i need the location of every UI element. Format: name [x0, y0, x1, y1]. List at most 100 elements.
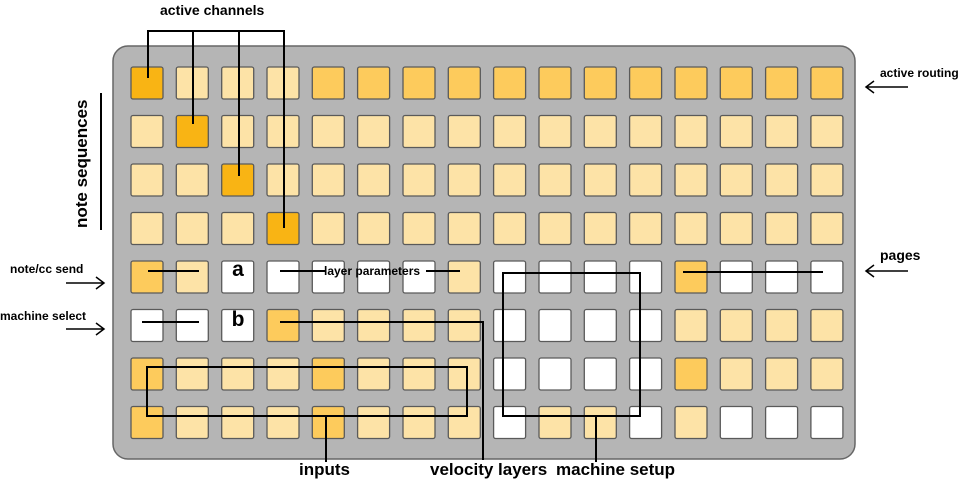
grid-button-r1-c16[interactable]	[810, 66, 844, 100]
grid-button-r2-c7[interactable]	[402, 114, 436, 149]
grid-button-r8-c10[interactable]	[538, 405, 572, 440]
grid-button-r7-c14[interactable]	[719, 357, 753, 391]
grid-button-r3-c7[interactable]	[402, 163, 436, 197]
grid-button-r5-c5[interactable]	[311, 260, 345, 294]
grid-button-r8-c4[interactable]	[266, 405, 300, 440]
grid-button-r6-c11[interactable]	[583, 308, 617, 343]
grid-button-r5-c11[interactable]	[583, 260, 617, 294]
grid-button-r5-c15[interactable]	[764, 260, 799, 294]
grid-button-r2-c6[interactable]	[356, 114, 391, 149]
grid-button-r5-c10[interactable]	[538, 260, 572, 294]
grid-button-r6-c2[interactable]	[175, 308, 209, 343]
grid-button-r6-c13[interactable]	[674, 308, 708, 343]
grid-button-r2-c13[interactable]	[674, 114, 708, 149]
grid-button-r5-c2[interactable]	[175, 260, 209, 294]
grid-button-r4-c16[interactable]	[810, 211, 844, 246]
grid-button-r8-c14[interactable]	[719, 405, 753, 440]
grid-button-r7-c2[interactable]	[175, 357, 209, 391]
grid-button-r5-c7[interactable]	[402, 260, 436, 294]
grid-button-r5-c1[interactable]	[130, 260, 164, 294]
grid-button-r6-c15[interactable]	[764, 308, 799, 343]
grid-button-r5-c3[interactable]	[221, 260, 255, 294]
grid-button-r2-c3[interactable]	[221, 114, 255, 149]
grid-button-r6-c10[interactable]	[538, 308, 572, 343]
grid-button-r1-c12[interactable]	[628, 66, 663, 100]
grid-button-r6-c8[interactable]	[447, 308, 481, 343]
grid-button-r8-c3[interactable]	[221, 405, 255, 440]
grid-button-r7-c3[interactable]	[221, 357, 255, 391]
grid-button-r7-c11[interactable]	[583, 357, 617, 391]
grid-button-r3-c14[interactable]	[719, 163, 753, 197]
grid-button-r8-c8[interactable]	[447, 405, 481, 440]
grid-button-r2-c14[interactable]	[719, 114, 753, 149]
grid-button-r8-c6[interactable]	[356, 405, 391, 440]
grid-button-r7-c6[interactable]	[356, 357, 391, 391]
grid-button-r3-c12[interactable]	[628, 163, 663, 197]
grid-button-r1-c8[interactable]	[447, 66, 481, 100]
grid-button-r3-c8[interactable]	[447, 163, 481, 197]
grid-button-r8-c13[interactable]	[674, 405, 708, 440]
grid-button-r1-c15[interactable]	[764, 66, 799, 100]
grid-button-r1-c14[interactable]	[719, 66, 753, 100]
grid-button-r3-c1[interactable]	[130, 163, 164, 197]
grid-button-r1-c9[interactable]	[492, 66, 527, 100]
grid-button-r7-c9[interactable]	[492, 357, 527, 391]
grid-button-r4-c8[interactable]	[447, 211, 481, 246]
grid-button-r8-c11[interactable]	[583, 405, 617, 440]
grid-button-r7-c16[interactable]	[810, 357, 844, 391]
grid-button-r1-c5[interactable]	[311, 66, 345, 100]
grid-button-r5-c9[interactable]	[492, 260, 527, 294]
grid-button-r5-c13[interactable]	[674, 260, 708, 294]
grid-button-r8-c12[interactable]	[628, 405, 663, 440]
grid-button-r8-c5[interactable]	[311, 405, 345, 440]
grid-button-r1-c3[interactable]	[221, 66, 255, 100]
grid-button-r3-c10[interactable]	[538, 163, 572, 197]
grid-button-r4-c5[interactable]	[311, 211, 345, 246]
grid-button-r2-c16[interactable]	[810, 114, 844, 149]
grid-button-r8-c9[interactable]	[492, 405, 527, 440]
grid-button-r2-c10[interactable]	[538, 114, 572, 149]
grid-button-r8-c16[interactable]	[810, 405, 844, 440]
grid-button-r8-c7[interactable]	[402, 405, 436, 440]
grid-button-r4-c6[interactable]	[356, 211, 391, 246]
grid-button-r1-c7[interactable]	[402, 66, 436, 100]
grid-button-r7-c12[interactable]	[628, 357, 663, 391]
grid-button-r3-c6[interactable]	[356, 163, 391, 197]
grid-button-r7-c5[interactable]	[311, 357, 345, 391]
grid-button-r4-c13[interactable]	[674, 211, 708, 246]
grid-button-r3-c15[interactable]	[764, 163, 799, 197]
grid-button-r6-c12[interactable]	[628, 308, 663, 343]
grid-button-r3-c2[interactable]	[175, 163, 209, 197]
grid-button-r2-c12[interactable]	[628, 114, 663, 149]
grid-button-r1-c6[interactable]	[356, 66, 391, 100]
grid-button-r4-c14[interactable]	[719, 211, 753, 246]
grid-button-r7-c10[interactable]	[538, 357, 572, 391]
grid-button-r4-c1[interactable]	[130, 211, 164, 246]
grid-button-r4-c15[interactable]	[764, 211, 799, 246]
grid-button-r6-c3[interactable]	[221, 308, 255, 343]
grid-button-r4-c2[interactable]	[175, 211, 209, 246]
grid-button-r3-c3[interactable]	[221, 163, 255, 197]
grid-button-r6-c6[interactable]	[356, 308, 391, 343]
grid-button-r6-c7[interactable]	[402, 308, 436, 343]
grid-button-r4-c3[interactable]	[221, 211, 255, 246]
grid-button-r2-c15[interactable]	[764, 114, 799, 149]
grid-button-r5-c4[interactable]	[266, 260, 300, 294]
grid-button-r3-c9[interactable]	[492, 163, 527, 197]
grid-button-r2-c11[interactable]	[583, 114, 617, 149]
grid-button-r6-c16[interactable]	[810, 308, 844, 343]
grid-button-r1-c10[interactable]	[538, 66, 572, 100]
grid-button-r1-c13[interactable]	[674, 66, 708, 100]
grid-button-r7-c13[interactable]	[674, 357, 708, 391]
grid-button-r6-c4[interactable]	[266, 308, 300, 343]
grid-button-r8-c2[interactable]	[175, 405, 209, 440]
grid-button-r3-c13[interactable]	[674, 163, 708, 197]
grid-button-r4-c12[interactable]	[628, 211, 663, 246]
grid-button-r2-c9[interactable]	[492, 114, 527, 149]
grid-button-r6-c1[interactable]	[130, 308, 164, 343]
grid-button-r2-c5[interactable]	[311, 114, 345, 149]
grid-button-r7-c7[interactable]	[402, 357, 436, 391]
grid-button-r5-c14[interactable]	[719, 260, 753, 294]
grid-button-r6-c9[interactable]	[492, 308, 527, 343]
grid-button-r7-c15[interactable]	[764, 357, 799, 391]
